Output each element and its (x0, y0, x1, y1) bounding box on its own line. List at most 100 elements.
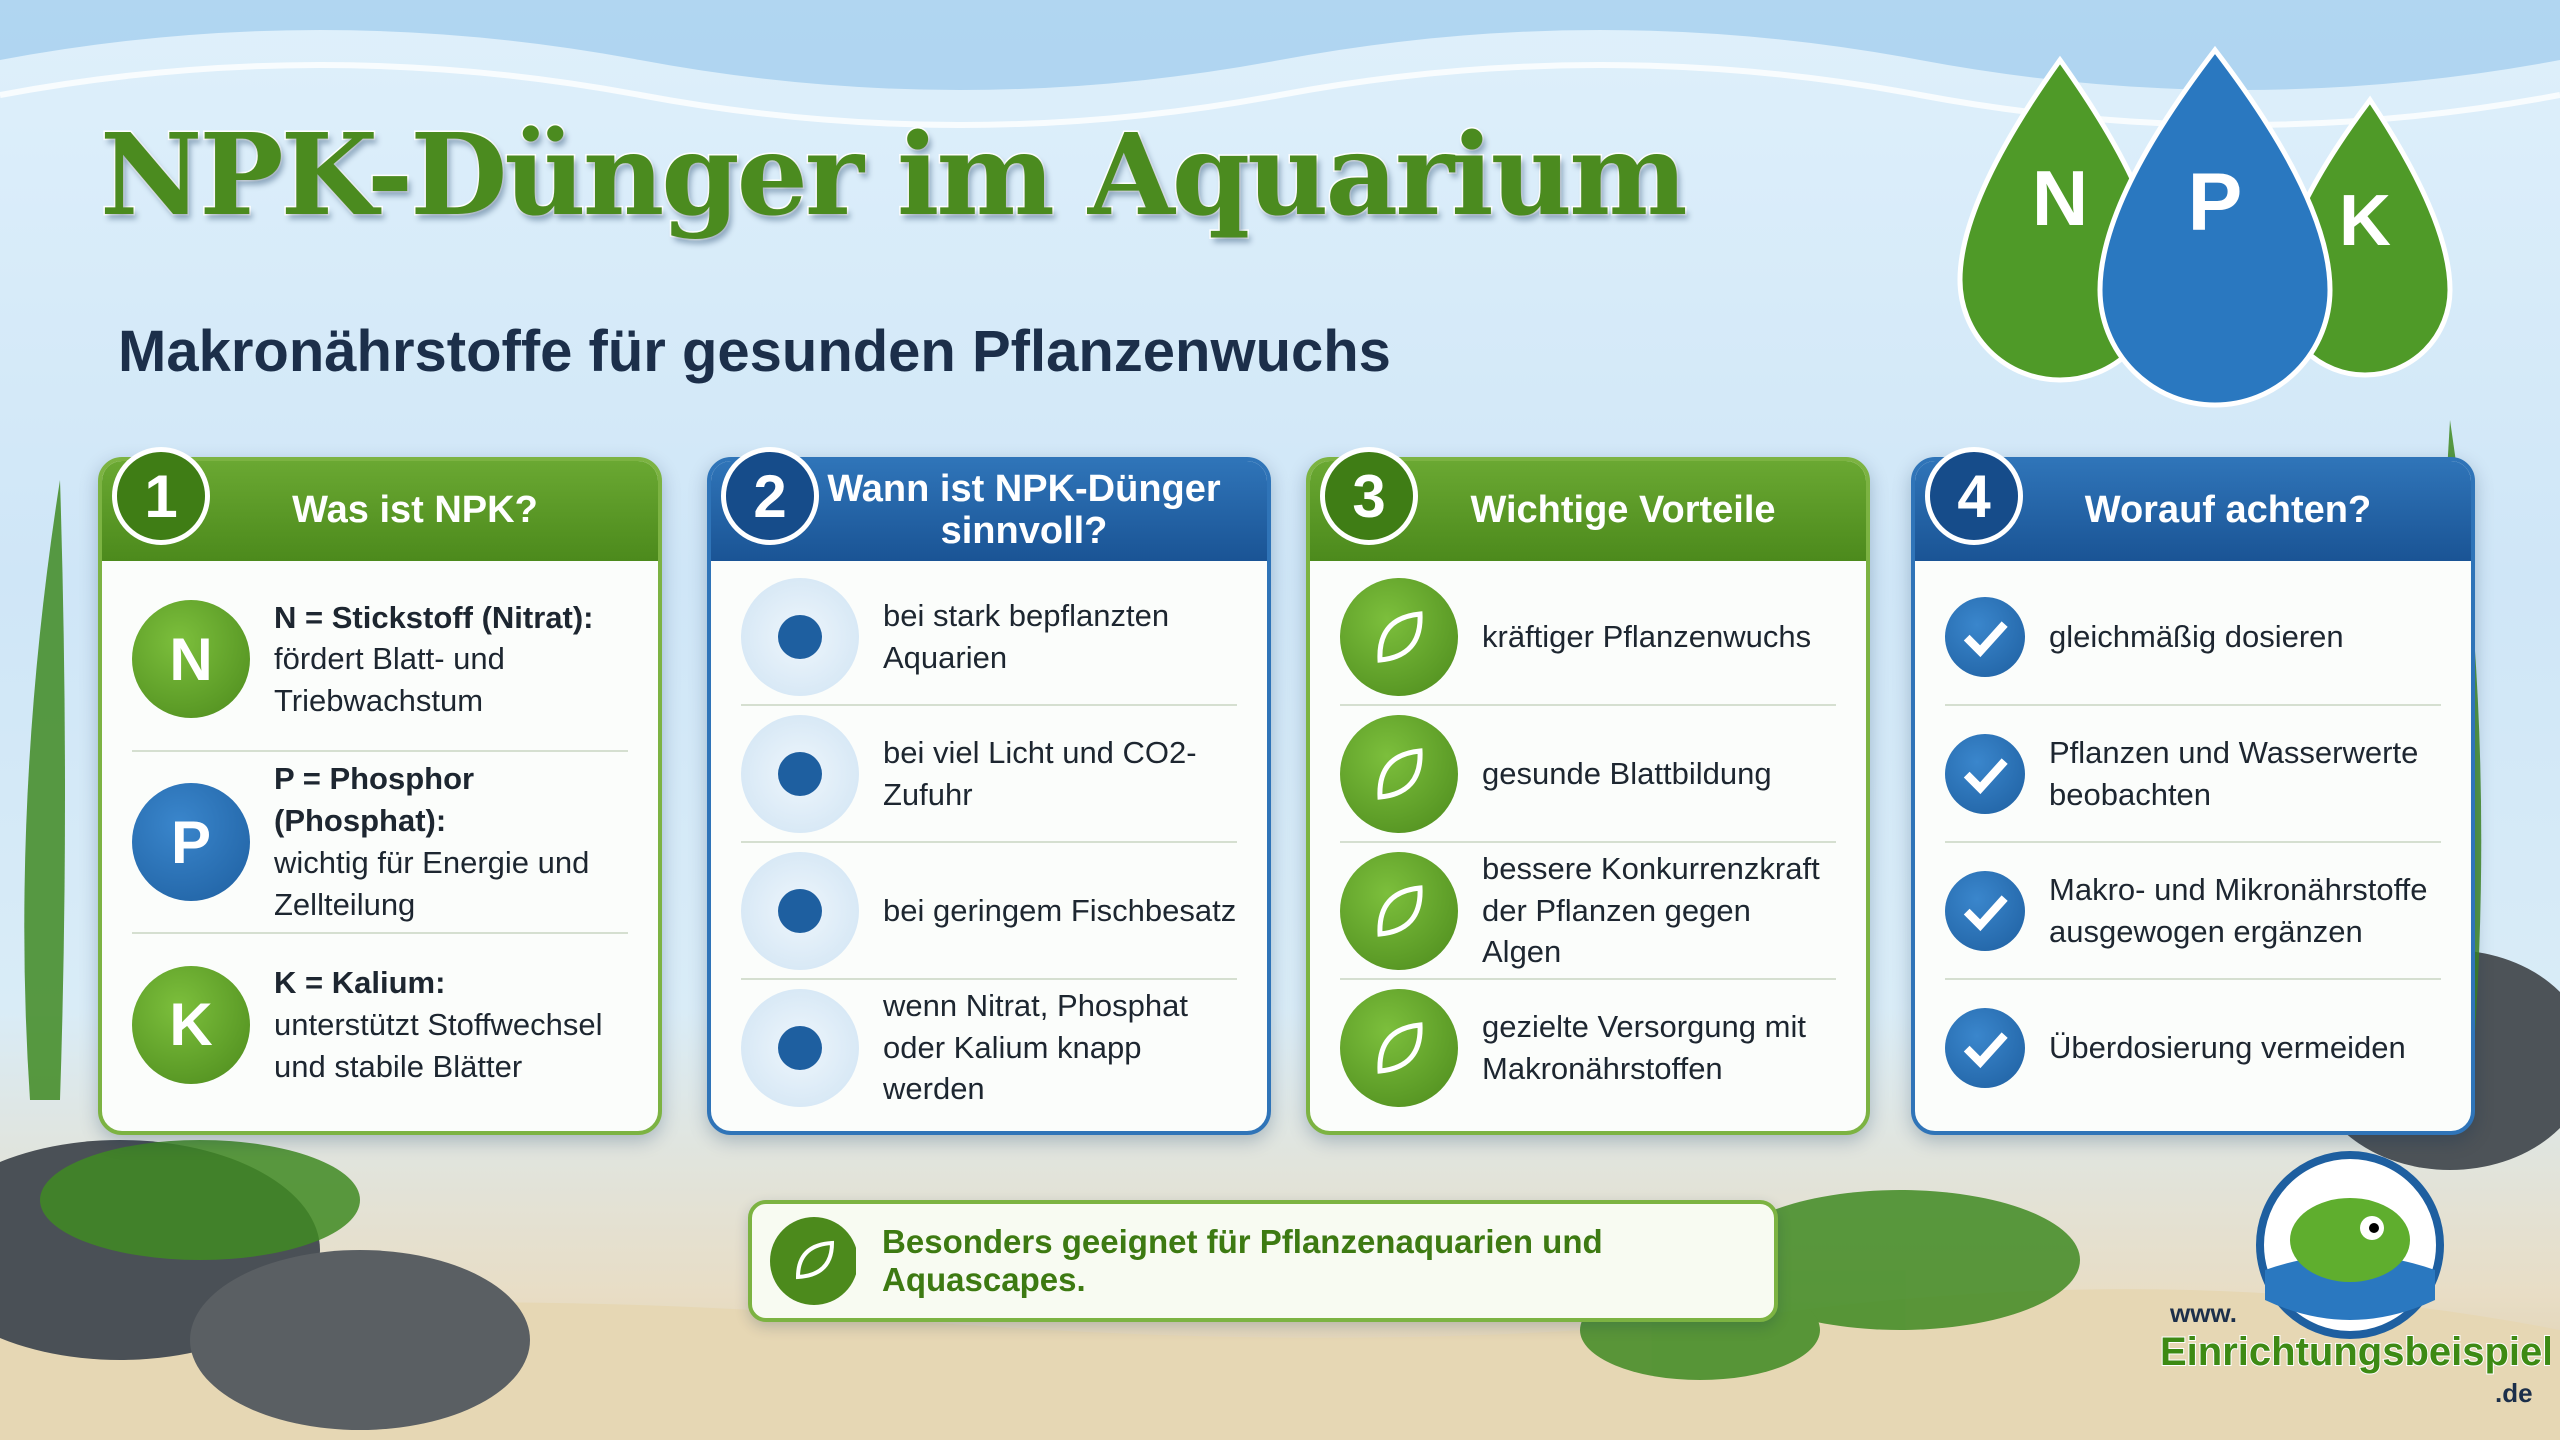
item-icon (741, 851, 859, 970)
icon-glyph (1963, 894, 2008, 931)
item-label: N = Stickstoff (Nitrat): (274, 599, 594, 635)
item-text: Überdosierung vermeiden (2049, 1027, 2406, 1069)
icon-glyph (1377, 884, 1423, 937)
item-icon (1340, 851, 1458, 970)
item: N N = Stickstoff (Nitrat): fördert Blatt- … (132, 569, 628, 752)
item-body: Pflanzen und Wasserwerte beobachten (2049, 734, 2419, 812)
item-icon (741, 714, 859, 833)
icon-letter: K (169, 991, 213, 1059)
item-body: fördert Blatt- und Triebwachstum (274, 641, 505, 719)
item-icon (741, 577, 859, 696)
title: NPK-Dünger im Aquarium (99, 109, 1690, 243)
item-body: gezielte Versorgung mit Makronährstoffen (1482, 1008, 1806, 1086)
item-icon: K (132, 965, 250, 1084)
item-text: K = Kalium: unterstützt Stoffwechsel und … (274, 962, 628, 1088)
item-text: gleichmäßig dosieren (2049, 616, 2344, 658)
item-text: Pflanzen und Wasserwerte beobachten (2049, 732, 2441, 816)
icon-glyph (1377, 610, 1423, 663)
item-icon (1945, 1007, 2025, 1088)
item: gleichmäßig dosieren (1945, 569, 2441, 706)
card-number: 1 (112, 447, 210, 545)
item-body: Überdosierung vermeiden (2049, 1029, 2406, 1065)
item-icon: P (132, 783, 250, 901)
card-body: kräftiger Pflanzenwuchs gesunde Blattbild… (1310, 561, 1866, 1131)
icon-glyph (778, 888, 822, 933)
item: gezielte Versorgung mit Makronährstoffen (1340, 980, 1836, 1115)
item-body: gesunde Blattbildung (1482, 755, 1772, 791)
item-body: kräftiger Pflanzenwuchs (1482, 618, 1812, 654)
item-icon (1945, 596, 2025, 677)
item-body: wenn Nitrat, Phosphat oder Kalium knapp … (883, 987, 1189, 1107)
drop-letter: K (2339, 181, 2391, 261)
item: Makro- und Mikronährstoffe ausgewogen er… (1945, 843, 2441, 980)
card-number: 3 (1320, 447, 1418, 545)
icon-glyph (1377, 747, 1423, 800)
banner-text: Besonders geeignet für Pflanzenaquarien … (882, 1223, 1603, 1298)
item-text: bei viel Licht und CO2-Zufuhr (883, 732, 1237, 816)
item-icon (1340, 577, 1458, 696)
icon-glyph (1963, 620, 2008, 657)
item-body: bessere Konkurrenzkraft der Pflanzen geg… (1482, 850, 1820, 970)
item-body: wichtig für Energie und Zellteilung (274, 845, 590, 922)
item-text: bei geringem Fischbesatz (883, 890, 1236, 932)
item-body: unterstützt Stoffwechsel und stabile Blä… (274, 1006, 603, 1084)
icon-glyph (778, 751, 822, 796)
card-number: 2 (721, 447, 819, 545)
icon-glyph (1377, 1021, 1423, 1074)
item-text: bei stark bepflanzten Aquarien (883, 595, 1237, 679)
item: bei stark bepflanzten Aquarien (741, 569, 1237, 706)
item-icon (1945, 733, 2025, 814)
item-icon: N (132, 600, 250, 719)
card-body: bei stark bepflanzten Aquarien bei viel L… (711, 561, 1267, 1131)
item-label: P = Phosphor (Phosphat): (274, 761, 475, 839)
item: Überdosierung vermeiden (1945, 980, 2441, 1115)
drop-letter: P (2188, 157, 2243, 248)
item-text: gezielte Versorgung mit Makronährstoffen (1482, 1006, 1836, 1090)
item-text: gesunde Blattbildung (1482, 753, 1772, 795)
banner: Besonders geeignet für Pflanzenaquarien … (748, 1200, 1778, 1322)
item-body: bei stark bepflanzten Aquarien (883, 597, 1170, 675)
item-text: kräftiger Pflanzenwuchs (1482, 616, 1811, 658)
icon-glyph (778, 1025, 822, 1070)
item: P P = Phosphor (Phosphat): wichtig für Ene… (132, 752, 628, 935)
item-body: bei viel Licht und CO2-Zufuhr (883, 734, 1197, 812)
item: Pflanzen und Wasserwerte beobachten (1945, 706, 2441, 843)
item-icon (741, 988, 859, 1107)
item: kräftiger Pflanzenwuchs (1340, 569, 1836, 706)
item-icon (1945, 870, 2025, 951)
npk-drops: N P K (1957, 45, 2453, 408)
card: 4 Worauf achten? gleichmäßig dosieren Pflan… (1911, 447, 2475, 1135)
item-label: K = Kalium: (274, 964, 446, 1000)
card: 1 Was ist NPK? N N = Stickstoff (Nitrat): fö… (98, 447, 662, 1135)
item-text: N = Stickstoff (Nitrat): fördert Blatt- u… (274, 597, 628, 723)
item: gesunde Blattbildung (1340, 706, 1836, 843)
item-text: wenn Nitrat, Phosphat oder Kalium knapp … (883, 985, 1237, 1111)
item: wenn Nitrat, Phosphat oder Kalium knapp … (741, 980, 1237, 1115)
card: 3 Wichtige Vorteile kräftiger Pflanzenwuch… (1306, 447, 1870, 1135)
item-text: Makro- und Mikronährstoffe ausgewogen er… (2049, 869, 2441, 953)
subtitle: Makronährstoffe für gesunden Pflanzenwuc… (118, 319, 1391, 384)
item-body: bei geringem Fischbesatz (883, 892, 1237, 928)
item: bei geringem Fischbesatz (741, 843, 1237, 980)
logo-suffix: .de (2495, 1378, 2533, 1408)
card: 2 Wann ist NPK-Dünger sinnvoll? bei stark … (707, 447, 1271, 1135)
item: bei viel Licht und CO2-Zufuhr (741, 706, 1237, 843)
card-number: 4 (1925, 447, 2023, 545)
icon-letter: N (169, 625, 213, 693)
item-body: Makro- und Mikronährstoffe ausgewogen er… (2049, 871, 2428, 949)
item-text: P = Phosphor (Phosphat): wichtig für Ener… (274, 758, 628, 925)
drop-letter: N (2032, 154, 2088, 242)
icon-glyph (778, 614, 822, 659)
item-icon (1340, 714, 1458, 833)
banner-icon (770, 1217, 857, 1305)
icon-glyph (1963, 757, 2008, 794)
card-body: N N = Stickstoff (Nitrat): fördert Blatt- … (102, 561, 658, 1131)
icon-glyph (1963, 1031, 2008, 1068)
icon-letter: P (170, 808, 212, 876)
item: K K = Kalium: unterstützt Stoffwechsel und… (132, 934, 628, 1115)
logo-name: Einrichtungsbeispiele (2160, 1330, 2550, 1374)
logo-prefix: www. (2169, 1298, 2237, 1328)
item-body: gleichmäßig dosieren (2049, 618, 2344, 654)
item-icon (1340, 988, 1458, 1107)
